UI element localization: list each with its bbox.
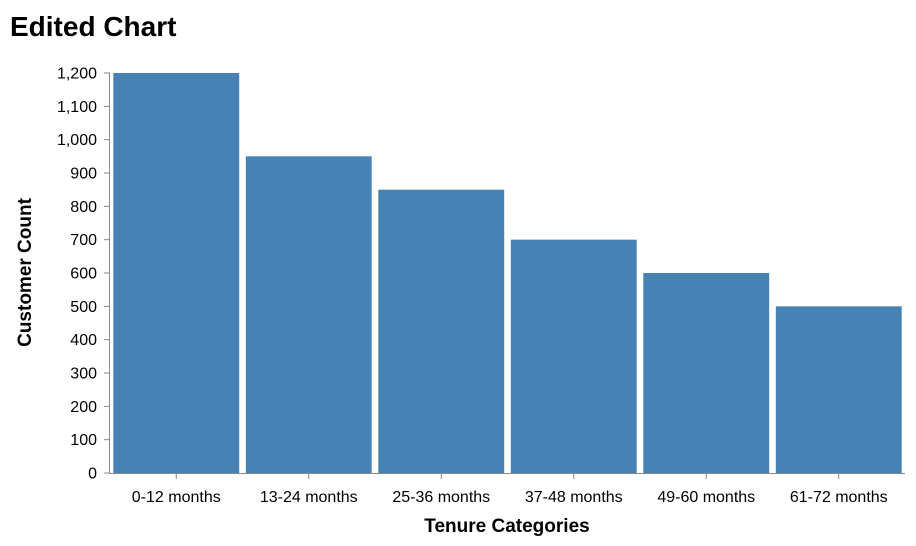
x-axis-title: Tenure Categories [424,516,589,537]
y-tick-label: 400 [70,332,97,349]
x-tick-label: 25-36 months [392,489,490,506]
bar [510,239,637,473]
y-tick-label: 1,200 [57,66,97,83]
y-tick-label: 100 [70,432,97,449]
y-tick-label: 500 [70,299,97,316]
y-axis-title: Customer Count [15,197,36,347]
chart-title: Edited Chart [10,11,176,42]
x-tick-label: 13-24 months [260,489,358,506]
y-tick-label: 300 [70,366,97,383]
bars [113,73,902,474]
y-tick-label: 800 [70,199,97,216]
y-axis: 0 100 200 300 400 500 600 700 800 900 1,000 1,100 1,… [57,66,110,483]
bar [643,273,770,473]
x-tick-label: 49-60 months [657,489,755,506]
x-axis: 0-12 months 13-24 months 25-36 months 37-48… [109,473,905,506]
bar [245,156,372,474]
x-tick-label: 0-12 months [132,489,221,506]
y-tick-label: 1,100 [57,99,97,116]
y-tick-label: 700 [70,232,97,249]
y-tick-label: 900 [70,166,97,183]
y-tick-label: 1,000 [57,132,97,149]
y-tick-label: 200 [70,399,97,416]
x-tick-label: 37-48 months [525,489,623,506]
bar [378,189,505,473]
y-tick-label: 0 [88,466,97,483]
x-tick-label: 61-72 months [790,489,888,506]
bar [113,73,240,473]
y-tick-label: 600 [70,266,97,283]
bar [775,306,902,473]
